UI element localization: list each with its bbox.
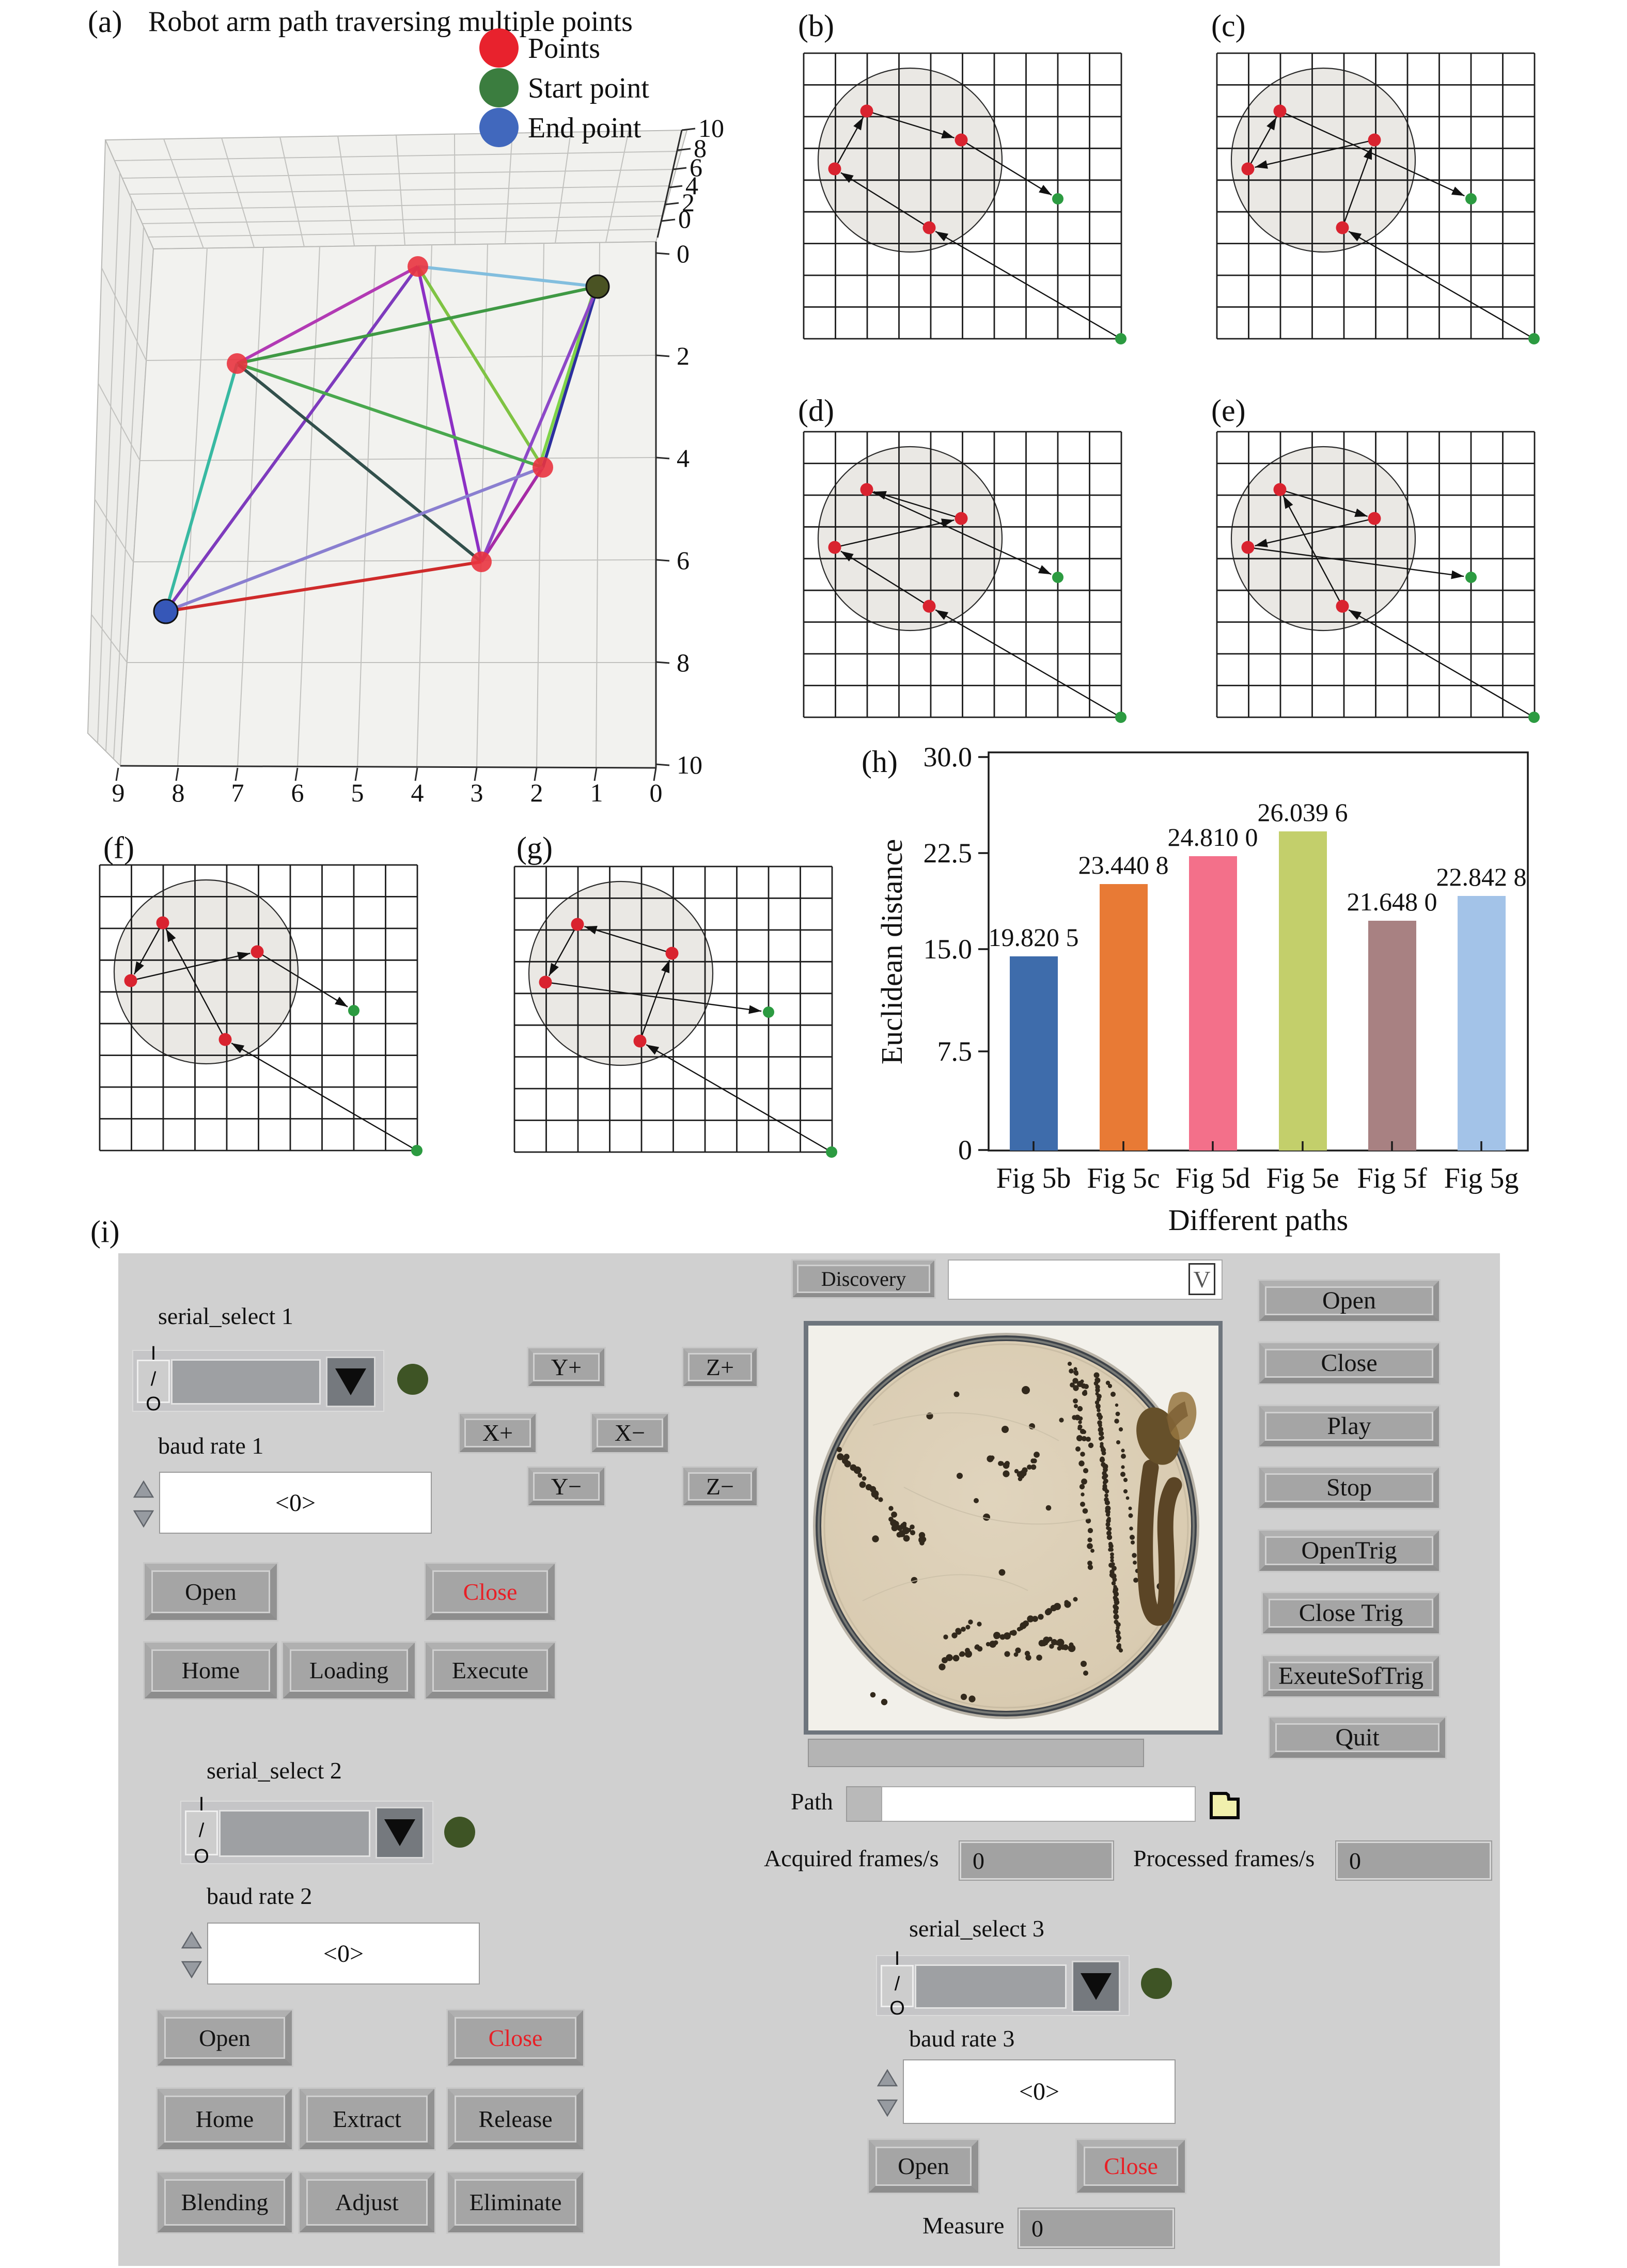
svg-text:(e): (e) [1211,393,1246,428]
svg-text:2: 2 [677,341,690,370]
svg-text:26.039 6: 26.039 6 [1258,798,1348,827]
svg-text:6: 6 [690,153,702,182]
svg-text:4: 4 [685,171,698,200]
svg-text:19.820 5: 19.820 5 [989,923,1079,952]
svg-text:4: 4 [677,444,690,472]
svg-text:Fig 5d: Fig 5d [1176,1162,1250,1194]
svg-text:(a): (a) [88,5,122,39]
svg-text:30.0: 30.0 [924,742,973,773]
svg-text:(c): (c) [1211,9,1246,43]
svg-text:15.0: 15.0 [924,934,973,965]
svg-text:Points: Points [528,33,600,65]
svg-text:0: 0 [650,778,663,807]
svg-text:Euclidean distance: Euclidean distance [875,839,909,1064]
svg-text:(i): (i) [90,1215,120,1249]
svg-text:10: 10 [698,114,724,143]
svg-text:Fig 5f: Fig 5f [1357,1162,1427,1194]
svg-text:Fig 5b: Fig 5b [996,1162,1071,1194]
svg-text:22.842 8: 22.842 8 [1436,862,1527,891]
svg-text:2: 2 [682,188,695,217]
svg-text:8: 8 [694,134,707,163]
svg-text:Start point: Start point [528,72,649,104]
svg-text:0: 0 [677,239,690,268]
svg-text:2: 2 [530,778,543,807]
svg-text:(f): (f) [103,831,134,865]
svg-text:0: 0 [678,204,691,233]
svg-text:3: 3 [471,778,483,807]
svg-text:8: 8 [677,648,690,677]
svg-text:Fig 5c: Fig 5c [1087,1162,1160,1194]
svg-text:10: 10 [677,750,702,779]
svg-text:Different paths: Different paths [1168,1203,1348,1237]
svg-text:7: 7 [231,778,244,807]
svg-text:1: 1 [590,778,603,807]
svg-text:7.5: 7.5 [937,1036,973,1067]
svg-text:(b): (b) [798,9,834,43]
svg-text:5: 5 [351,778,364,807]
svg-text:24.810 0: 24.810 0 [1168,823,1258,852]
svg-text:4: 4 [411,778,424,807]
svg-text:Robot arm path traversing mult: Robot arm path traversing multiple point… [148,6,633,38]
svg-text:6: 6 [291,778,304,807]
svg-text:Fig 5g: Fig 5g [1444,1162,1519,1194]
svg-text:End point: End point [528,112,642,144]
svg-text:(g): (g) [517,831,553,865]
svg-text:Fig 5e: Fig 5e [1266,1162,1339,1194]
svg-text:23.440 8: 23.440 8 [1078,850,1169,879]
svg-text:22.5: 22.5 [924,838,973,869]
svg-text:0: 0 [958,1135,972,1166]
svg-text:(h): (h) [862,745,898,779]
svg-text:6: 6 [677,546,690,575]
svg-text:(d): (d) [798,393,834,428]
svg-text:8: 8 [172,778,185,807]
svg-text:9: 9 [112,778,125,807]
svg-text:21.648 0: 21.648 0 [1347,887,1437,916]
